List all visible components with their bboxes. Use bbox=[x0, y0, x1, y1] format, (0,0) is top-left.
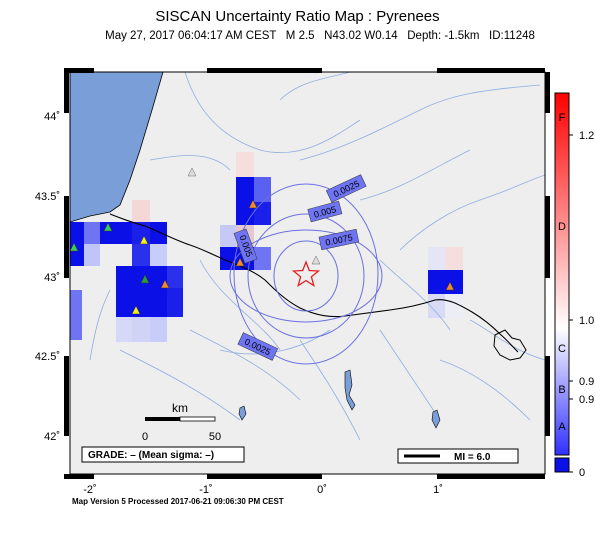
station-marker bbox=[140, 274, 150, 284]
svg-text:43.5˚: 43.5˚ bbox=[35, 191, 60, 203]
scale-bar: km 0 50 bbox=[142, 401, 221, 443]
colorbar-value: 0.9 bbox=[579, 376, 594, 388]
svg-text:42.5˚: 42.5˚ bbox=[35, 351, 60, 363]
station-marker bbox=[248, 199, 258, 209]
colorbar: F D C B A 1.2 1.0 0.9 0.9 0 bbox=[554, 92, 594, 479]
svg-text:42˚: 42˚ bbox=[44, 431, 60, 443]
map-title: SISCAN Uncertainty Ratio Map : Pyrenees bbox=[155, 8, 440, 25]
colorbar-value: 0.9 bbox=[579, 394, 594, 406]
stations bbox=[70, 167, 455, 315]
svg-text:43˚: 43˚ bbox=[44, 272, 60, 284]
grade-letter: A bbox=[558, 421, 566, 433]
station-marker bbox=[70, 242, 79, 252]
grade-letter: D bbox=[558, 221, 566, 233]
sea-area bbox=[70, 72, 164, 223]
colorbar-value: 1.0 bbox=[579, 315, 594, 327]
colorbar-value: 1.2 bbox=[579, 130, 594, 142]
mi-text: MI = 6.0 bbox=[454, 452, 491, 463]
grade-box: GRADE: – (Mean sigma: –) bbox=[81, 446, 245, 463]
station-marker bbox=[103, 222, 113, 232]
grade-letter: C bbox=[558, 343, 566, 355]
svg-text:1˚: 1˚ bbox=[433, 484, 443, 496]
station-marker bbox=[187, 167, 197, 177]
uncertainty-contours bbox=[229, 183, 383, 365]
station-marker bbox=[131, 305, 141, 315]
colorbar-value: 0 bbox=[579, 467, 585, 479]
map-border-ticks bbox=[64, 68, 550, 479]
scale-unit: km bbox=[172, 401, 188, 415]
scale-right: 50 bbox=[209, 431, 221, 443]
station-marker bbox=[445, 281, 455, 291]
grade-text: GRADE: – (Mean sigma: –) bbox=[88, 450, 214, 461]
scale-left: 0 bbox=[142, 431, 148, 443]
svg-text:-1˚: -1˚ bbox=[199, 484, 212, 496]
svg-text:-2˚: -2˚ bbox=[83, 484, 96, 496]
grade-letter: B bbox=[558, 384, 565, 396]
svg-text:44˚: 44˚ bbox=[44, 111, 60, 123]
rivers bbox=[89, 72, 545, 441]
lon-tick-labels: -2˚ -1˚ 0˚ 1˚ bbox=[83, 484, 443, 496]
station-marker bbox=[160, 279, 170, 289]
map-subtitle: May 27, 2017 06:04:17 AM CEST M 2.5 N43.… bbox=[105, 30, 535, 42]
andorra-outline bbox=[493, 329, 527, 361]
footer-text: Map Version 5 Processed 2017-06-21 09:06… bbox=[72, 497, 284, 506]
grade-letter: F bbox=[559, 112, 566, 124]
lat-tick-labels: 44˚ 43.5˚ 43˚ 42.5˚ 42˚ bbox=[35, 111, 60, 443]
mi-legend: MI = 6.0 bbox=[397, 448, 519, 464]
station-marker bbox=[139, 235, 149, 245]
epicenter-star-icon bbox=[291, 260, 321, 287]
station-marker bbox=[311, 255, 321, 265]
svg-text:0˚: 0˚ bbox=[317, 484, 327, 496]
station-marker bbox=[235, 257, 245, 267]
map-area: 0.0025 0.005 0.0075 0.005 0.0025 bbox=[70, 72, 545, 474]
border-line bbox=[109, 213, 519, 353]
